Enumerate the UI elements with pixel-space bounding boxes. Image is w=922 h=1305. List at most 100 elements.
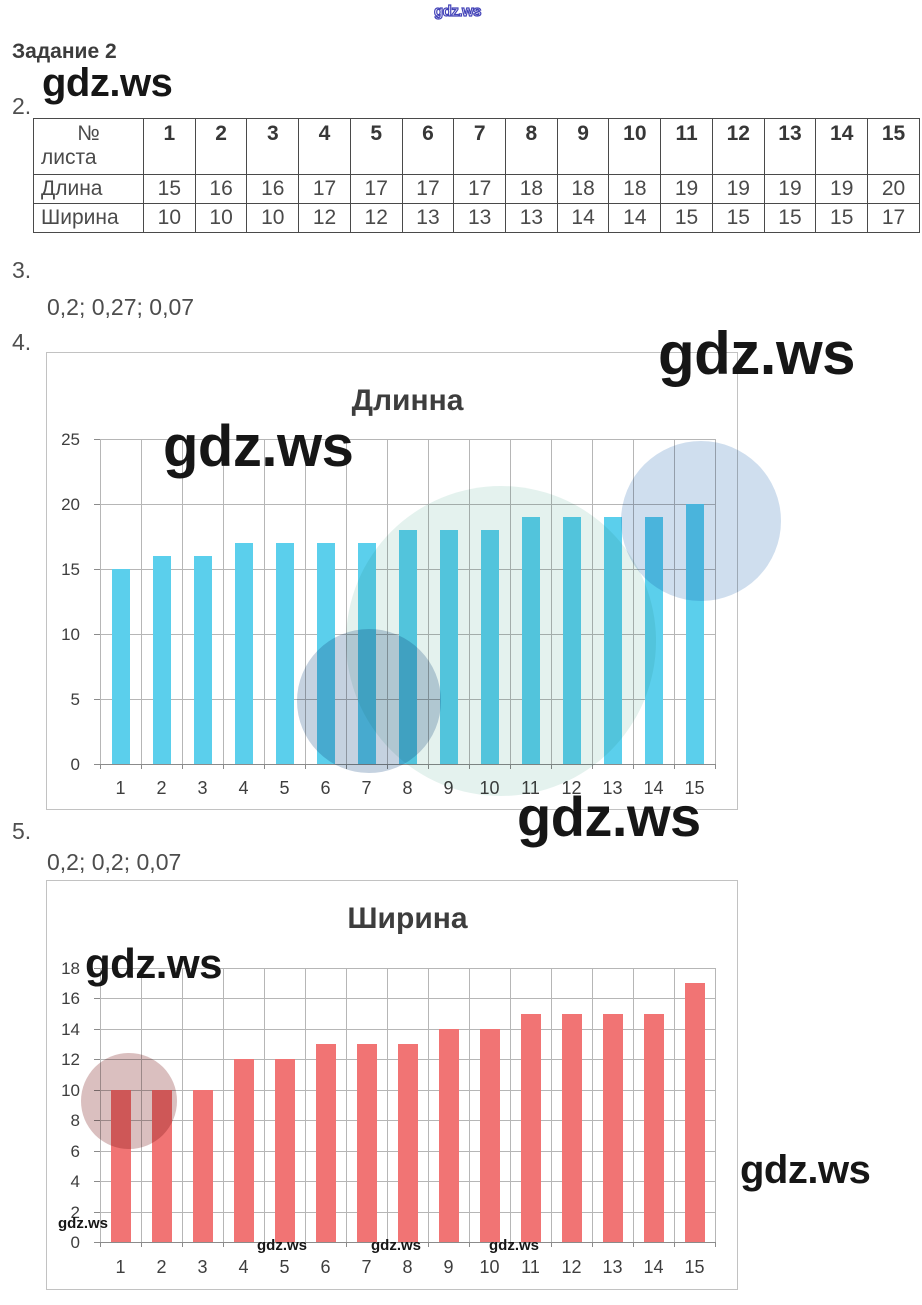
- y-tick-label-20: 20: [61, 495, 80, 514]
- x-tick-mark: [346, 764, 347, 769]
- chart-width-plot: [100, 968, 716, 1243]
- gridline-x-4: [264, 439, 265, 764]
- gridline-x-14: [674, 439, 675, 764]
- gridline-y-18: [100, 968, 715, 969]
- x-tick-mark: [551, 1242, 552, 1247]
- gridline-y-16: [100, 998, 715, 1000]
- watermark-chart-length-inside: gdz.ws: [163, 414, 354, 479]
- y-tick-mark: [94, 998, 100, 1000]
- bar-1: [111, 569, 130, 764]
- x-tick-label-8: 8: [402, 1257, 413, 1277]
- bar-5: [275, 543, 294, 764]
- sheet-table: № листа 1 2 3 4 5 6 7 8 9 10 11 12 13 14 15 Длина 15 16 16 17…: [33, 118, 920, 233]
- column-header-15: 15: [867, 118, 920, 175]
- table-cell: 17: [298, 174, 351, 204]
- table-cell: 10: [194, 203, 248, 233]
- gridline-x-1: [141, 968, 142, 1242]
- x-tick-label-10: 10: [479, 778, 500, 798]
- section-5-number: 5.: [12, 818, 32, 844]
- table-row: Ширина 10 10 10 12 12 13 13 13 14 14 15 15 15 15 17: [33, 203, 920, 233]
- x-tick-label-2: 2: [156, 778, 167, 798]
- table-cell: 19: [815, 174, 869, 204]
- table-cell: 12: [349, 203, 403, 233]
- gridline-x-5: [305, 439, 306, 764]
- y-tick-label-6: 6: [70, 1141, 80, 1161]
- x-tick-mark: [387, 764, 388, 769]
- table-cell: 16: [194, 174, 248, 204]
- x-tick-label-9: 9: [443, 1257, 454, 1277]
- table-cell: 15: [143, 174, 196, 204]
- bar-2: [152, 556, 171, 764]
- x-tick-mark: [223, 764, 224, 769]
- bar-3: [192, 1089, 213, 1242]
- x-tick-label-7: 7: [361, 1257, 372, 1277]
- gridline-x-12: [592, 439, 593, 764]
- x-tick-mark: [592, 1242, 593, 1247]
- bar-14: [644, 517, 663, 764]
- table-cell: 10: [143, 203, 196, 233]
- section-5-answer: 0,2; 0,2; 0,07: [47, 849, 182, 875]
- row-label: Ширина: [33, 203, 144, 233]
- table-cell: 19: [711, 174, 765, 204]
- bar-7: [357, 543, 376, 764]
- table-corner-line2: листа: [41, 146, 97, 169]
- gridline-x-2: [182, 968, 183, 1242]
- y-tick-label-0: 0: [70, 755, 80, 774]
- watermark-section-2: gdz.ws: [42, 61, 173, 105]
- y-tick-mark: [94, 1028, 100, 1030]
- y-tick-mark: [94, 634, 100, 635]
- bar-9: [439, 530, 458, 764]
- bar-8: [398, 530, 417, 764]
- x-tick-mark: [305, 1242, 306, 1247]
- gridline-x-7: [387, 968, 388, 1242]
- x-tick-mark: [141, 1242, 142, 1247]
- bar-2: [151, 1089, 172, 1242]
- x-tick-label-3: 3: [197, 1257, 208, 1277]
- watermark-bottom-right: gdz.ws: [740, 1148, 871, 1192]
- y-tick-label-18: 18: [61, 959, 80, 978]
- bar-10: [479, 1028, 500, 1242]
- gridline-x-5: [305, 968, 306, 1242]
- x-tick-mark: [715, 1242, 716, 1247]
- watermark-section-5: gdz.ws: [517, 785, 701, 848]
- x-tick-label-12: 12: [561, 1257, 582, 1277]
- table-cell: 18: [608, 174, 662, 204]
- section-2-number: 2.: [12, 93, 32, 119]
- chart-length: Длинна 0 5 10 15 20 25 1 2 3 4 5 6 7 8 9 10 11 12 13 14 15: [46, 352, 781, 810]
- gridline-x-15: [715, 439, 716, 764]
- table-cell: 19: [763, 174, 817, 204]
- table-cell: 12: [298, 203, 351, 233]
- x-tick-mark: [469, 764, 470, 769]
- x-tick-mark: [715, 764, 716, 769]
- y-tick-label-4: 4: [70, 1172, 80, 1192]
- bar-8: [397, 1044, 418, 1242]
- watermark-top: gdz.ws: [433, 3, 482, 20]
- table-row: Длина 15 16 16 17 17 17 17 18 18 18 19 19 19 19 20: [33, 174, 920, 204]
- gridline-x-6: [346, 439, 347, 764]
- section-3-answer: 0,2; 0,27; 0,07: [47, 294, 195, 320]
- y-tick-mark: [94, 1089, 100, 1091]
- watermark-bottom-1: gdz.ws: [257, 1237, 308, 1254]
- gridline-x-6: [346, 968, 347, 1242]
- bar-12: [561, 1013, 582, 1242]
- x-tick-mark: [387, 1242, 388, 1247]
- x-tick-label-13: 13: [602, 1257, 623, 1277]
- column-header-2: 2: [194, 118, 248, 175]
- y-tick-label-5: 5: [70, 690, 80, 709]
- section-3-number: 3.: [12, 257, 32, 283]
- column-header-9: 9: [556, 118, 610, 175]
- y-tick-mark: [94, 1242, 100, 1243]
- gridline-x-3: [223, 439, 224, 764]
- x-tick-mark: [592, 764, 593, 769]
- x-tick-label-1: 1: [115, 778, 126, 798]
- bar-6: [315, 1044, 336, 1242]
- chart-length-plot: [100, 439, 716, 765]
- gridline-x-14: [674, 968, 675, 1242]
- gridline-x-0: [100, 439, 101, 764]
- table-corner-cell: № листа: [33, 118, 144, 175]
- y-tick-mark: [94, 439, 100, 440]
- gridline-x-11: [551, 968, 552, 1242]
- gridline-y-0: [100, 764, 715, 765]
- column-header-1: 1: [143, 118, 196, 175]
